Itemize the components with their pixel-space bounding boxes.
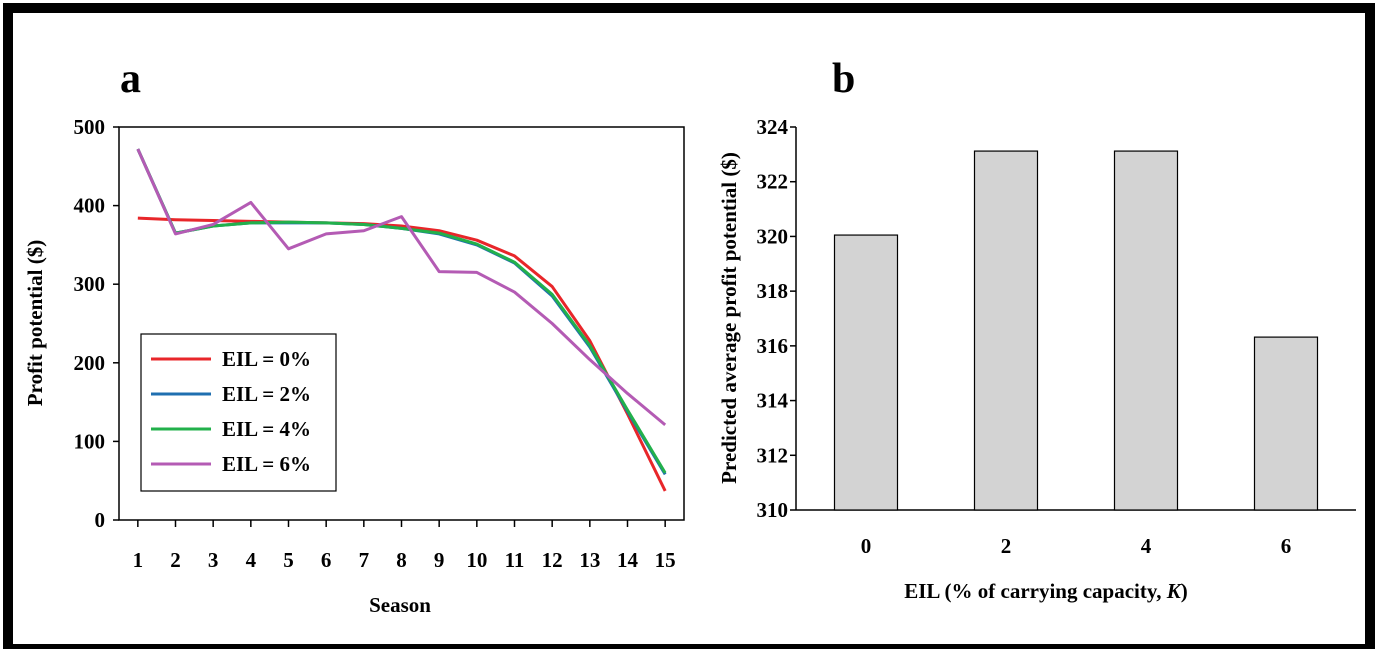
bar-eil-6 [1253,336,1319,511]
y-tick-label-b: 322 [757,170,789,194]
x-tick-label-a: 12 [542,548,563,572]
x-tick-label-a: 8 [396,548,407,572]
x-tick-label-b: 0 [861,534,872,558]
y-tick-label-a: 400 [74,194,106,218]
y-tick-label-b: 320 [757,224,789,248]
x-axis-label-b-italic: K [1166,579,1183,603]
x-axis-label-b: EIL (% of carrying capacity, K) [904,579,1188,603]
y-tick-label-b: 312 [757,443,789,467]
y-axis-a: 0 100 200 300 400 500 [74,115,119,532]
legend-label-1: EIL = 2% [222,382,311,406]
panel-a-label: a [120,56,141,102]
bar-chart: 310 312 314 316 318 320 322 324 0 2 4 6 EIL (% of … [717,115,1356,603]
x-tick-label-a: 6 [321,548,332,572]
x-tick-label-a: 10 [466,548,487,572]
y-tick-label-b: 314 [757,389,789,413]
y-tick-label-a: 0 [95,508,106,532]
x-tick-label-a: 5 [283,548,294,572]
bars [833,150,1319,511]
x-tick-label-a: 3 [208,548,219,572]
x-axis-label-b-prefix: EIL (% of carrying capacity, [904,579,1166,603]
x-tick-label-a: 15 [655,548,676,572]
y-tick-label-a: 100 [74,429,106,453]
x-tick-label-a: 2 [170,548,181,572]
y-tick-label-b: 316 [757,334,789,358]
y-axis-label-b: Predicted average profit potential ($) [717,152,741,484]
figure-border [3,3,1375,649]
x-tick-label-a: 7 [359,548,370,572]
legend-label-2: EIL = 4% [222,417,311,441]
series-line-eil-0 [137,216,667,492]
y-tick-label-a: 200 [74,351,106,375]
y-axis-label-a: Profit potential ($) [23,240,47,406]
x-axis-label-b-suffix: ) [1181,579,1188,603]
panel-b-label: b [832,56,855,102]
bar-eil-4 [1113,150,1179,511]
series-group-a [136,148,667,492]
bar-eil-0 [833,234,899,511]
y-tick-label-b: 318 [757,279,789,303]
x-axis-b: 0 2 4 6 [861,534,1292,558]
legend-label-3: EIL = 6% [222,452,311,476]
legend-label-0: EIL = 0% [222,347,311,371]
x-tick-label-a: 13 [579,548,600,572]
y-axis-b: 310 312 314 316 318 320 322 324 [757,115,796,522]
x-tick-label-a: 9 [434,548,445,572]
x-tick-label-a: 1 [133,548,144,572]
x-axis-a: 1 2 3 4 5 6 7 8 9 10 11 12 13 14 15 [133,520,676,572]
bar-eil-2 [973,150,1039,511]
series-line-eil-2 [136,148,667,474]
x-tick-label-b: 4 [1141,534,1152,558]
x-tick-label-a: 4 [246,548,257,572]
series-line-eil-3 [136,148,667,427]
y-tick-label-b: 324 [757,115,789,139]
x-axis-label-a: Season [369,593,431,617]
x-tick-label-b: 6 [1281,534,1292,558]
x-tick-label-a: 11 [505,548,525,572]
y-tick-label-a: 300 [74,272,106,296]
y-tick-label-b: 310 [757,498,789,522]
x-tick-label-b: 2 [1001,534,1012,558]
y-tick-label-a: 500 [74,115,106,139]
x-tick-label-a: 14 [617,548,639,572]
legend: EIL = 0% EIL = 2% EIL = 4% EIL = 6% [140,333,337,492]
